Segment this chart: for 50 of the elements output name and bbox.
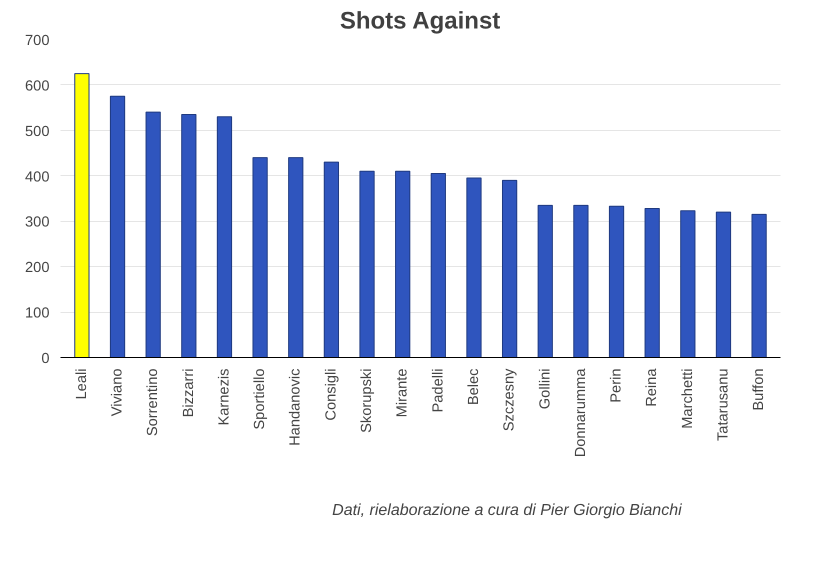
x-tick-label: Consigli [323, 368, 340, 421]
y-tick-label: 500 [25, 124, 50, 140]
x-tick-label: Sorrentino [145, 368, 162, 436]
x-tick-label: Viviano [110, 368, 126, 416]
bar [502, 180, 518, 358]
x-tick-label: Donnarumma [572, 368, 589, 458]
x-tick-label: Mirante [394, 368, 411, 418]
x-tick-label: Bizzarri [180, 368, 197, 418]
x-tick-label: Padelli [430, 368, 446, 412]
x-tick-label: Sportiello [252, 368, 268, 430]
x-tick-label: Tatarusanu [715, 368, 732, 442]
bar [288, 157, 304, 358]
x-tick-label: Skorupski [359, 368, 376, 433]
bar [608, 206, 624, 358]
bar [751, 214, 767, 358]
y-tick-label: 400 [25, 169, 50, 186]
y-tick-label: 100 [25, 306, 50, 322]
bar [430, 173, 446, 358]
bar [680, 210, 696, 358]
x-tick-label: Belec [466, 368, 482, 406]
bar [146, 112, 161, 358]
bar [359, 170, 375, 358]
bar [466, 178, 482, 358]
bar [538, 204, 553, 358]
y-tick-label: 600 [25, 78, 50, 94]
bar [395, 170, 410, 358]
x-tick-label: Marchetti [680, 368, 696, 429]
text: Dati, rielaborazione a cura di Pier Giorgio Bianchi [332, 502, 682, 519]
bar [216, 116, 232, 358]
y-tick-label: 700 [25, 33, 50, 49]
x-tick-label: Leali [74, 368, 90, 400]
x-tick-label: Buffon [751, 368, 768, 411]
x-tick-label: Reina [644, 368, 660, 407]
y-tick-label: 300 [25, 214, 50, 231]
x-tick-label: Karnezis [216, 368, 232, 426]
x-tick-label: Perin [608, 368, 625, 403]
bar [252, 157, 268, 358]
y-tick-label: 0 [41, 351, 50, 367]
x-tick-label: Gollini [537, 368, 554, 410]
x-tick-label: Szczesny [502, 368, 518, 432]
bar [181, 114, 196, 358]
bar [324, 162, 340, 358]
bar [74, 73, 90, 358]
chart-title: Shots Against [340, 8, 500, 34]
x-tick-label: Handanovic [288, 368, 304, 446]
bar [573, 204, 589, 358]
bar [716, 212, 732, 358]
y-tick-label: 200 [25, 260, 50, 276]
bar [644, 208, 660, 358]
bar [110, 96, 126, 358]
